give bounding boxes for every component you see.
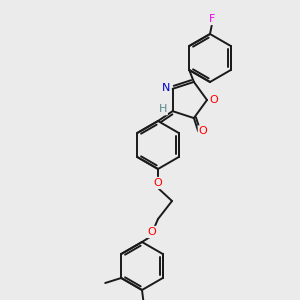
Text: F: F — [209, 14, 215, 24]
Text: O: O — [210, 95, 218, 105]
Text: O: O — [148, 227, 156, 237]
Text: O: O — [154, 178, 162, 188]
Text: H: H — [158, 104, 167, 114]
Text: N: N — [161, 83, 170, 93]
Text: O: O — [199, 126, 208, 136]
